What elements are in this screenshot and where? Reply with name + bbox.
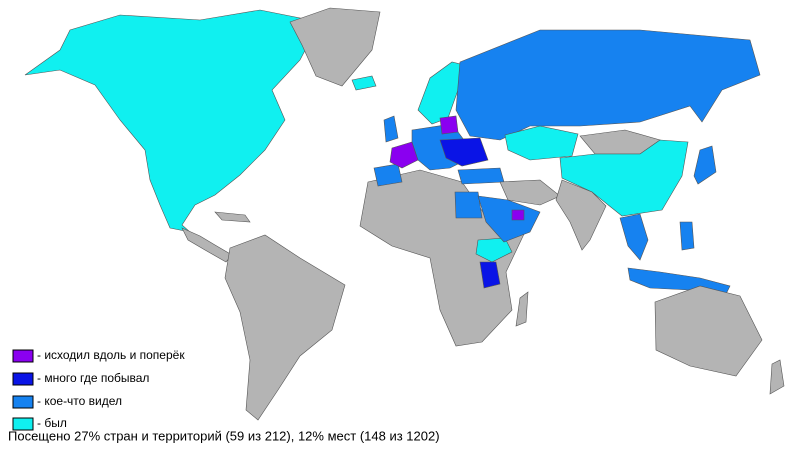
legend-label: - был bbox=[37, 416, 67, 430]
arabia bbox=[477, 195, 541, 243]
legend-swatch bbox=[12, 349, 34, 363]
turkey bbox=[457, 167, 505, 185]
uae bbox=[511, 209, 525, 221]
japan bbox=[693, 145, 717, 185]
india bbox=[555, 179, 607, 251]
north-america bbox=[24, 9, 321, 233]
new-zealand bbox=[769, 359, 785, 395]
russia bbox=[455, 29, 761, 141]
legend-swatch bbox=[12, 372, 34, 386]
legend-label: - исходил вдоль и поперёк bbox=[37, 348, 185, 362]
footer: Посещено 27% стран и территорий (59 из 2… bbox=[8, 428, 440, 443]
greenland bbox=[289, 7, 381, 87]
france bbox=[389, 141, 419, 169]
philippines bbox=[679, 221, 695, 251]
china bbox=[559, 139, 689, 217]
iceland bbox=[351, 75, 377, 91]
legend: - исходил вдоль и поперёк - много где поб… bbox=[12, 348, 185, 431]
madagascar bbox=[515, 291, 529, 327]
australia bbox=[654, 285, 763, 377]
legend-label: - много где побывал bbox=[37, 371, 149, 385]
middle-east bbox=[499, 179, 561, 206]
central-america bbox=[181, 227, 233, 263]
eastern-europe bbox=[439, 137, 489, 167]
legend-swatch bbox=[12, 395, 34, 409]
southeast-asia bbox=[619, 213, 649, 261]
uk bbox=[383, 115, 399, 143]
kenya bbox=[479, 261, 501, 289]
legend-label: - кое-что видел bbox=[37, 394, 122, 408]
egypt bbox=[454, 191, 483, 219]
legend-swatch bbox=[12, 417, 34, 431]
baltic bbox=[439, 115, 459, 135]
kazakhstan bbox=[504, 125, 579, 161]
caribbean bbox=[214, 211, 251, 223]
south-america bbox=[224, 234, 346, 421]
spain bbox=[373, 163, 403, 187]
